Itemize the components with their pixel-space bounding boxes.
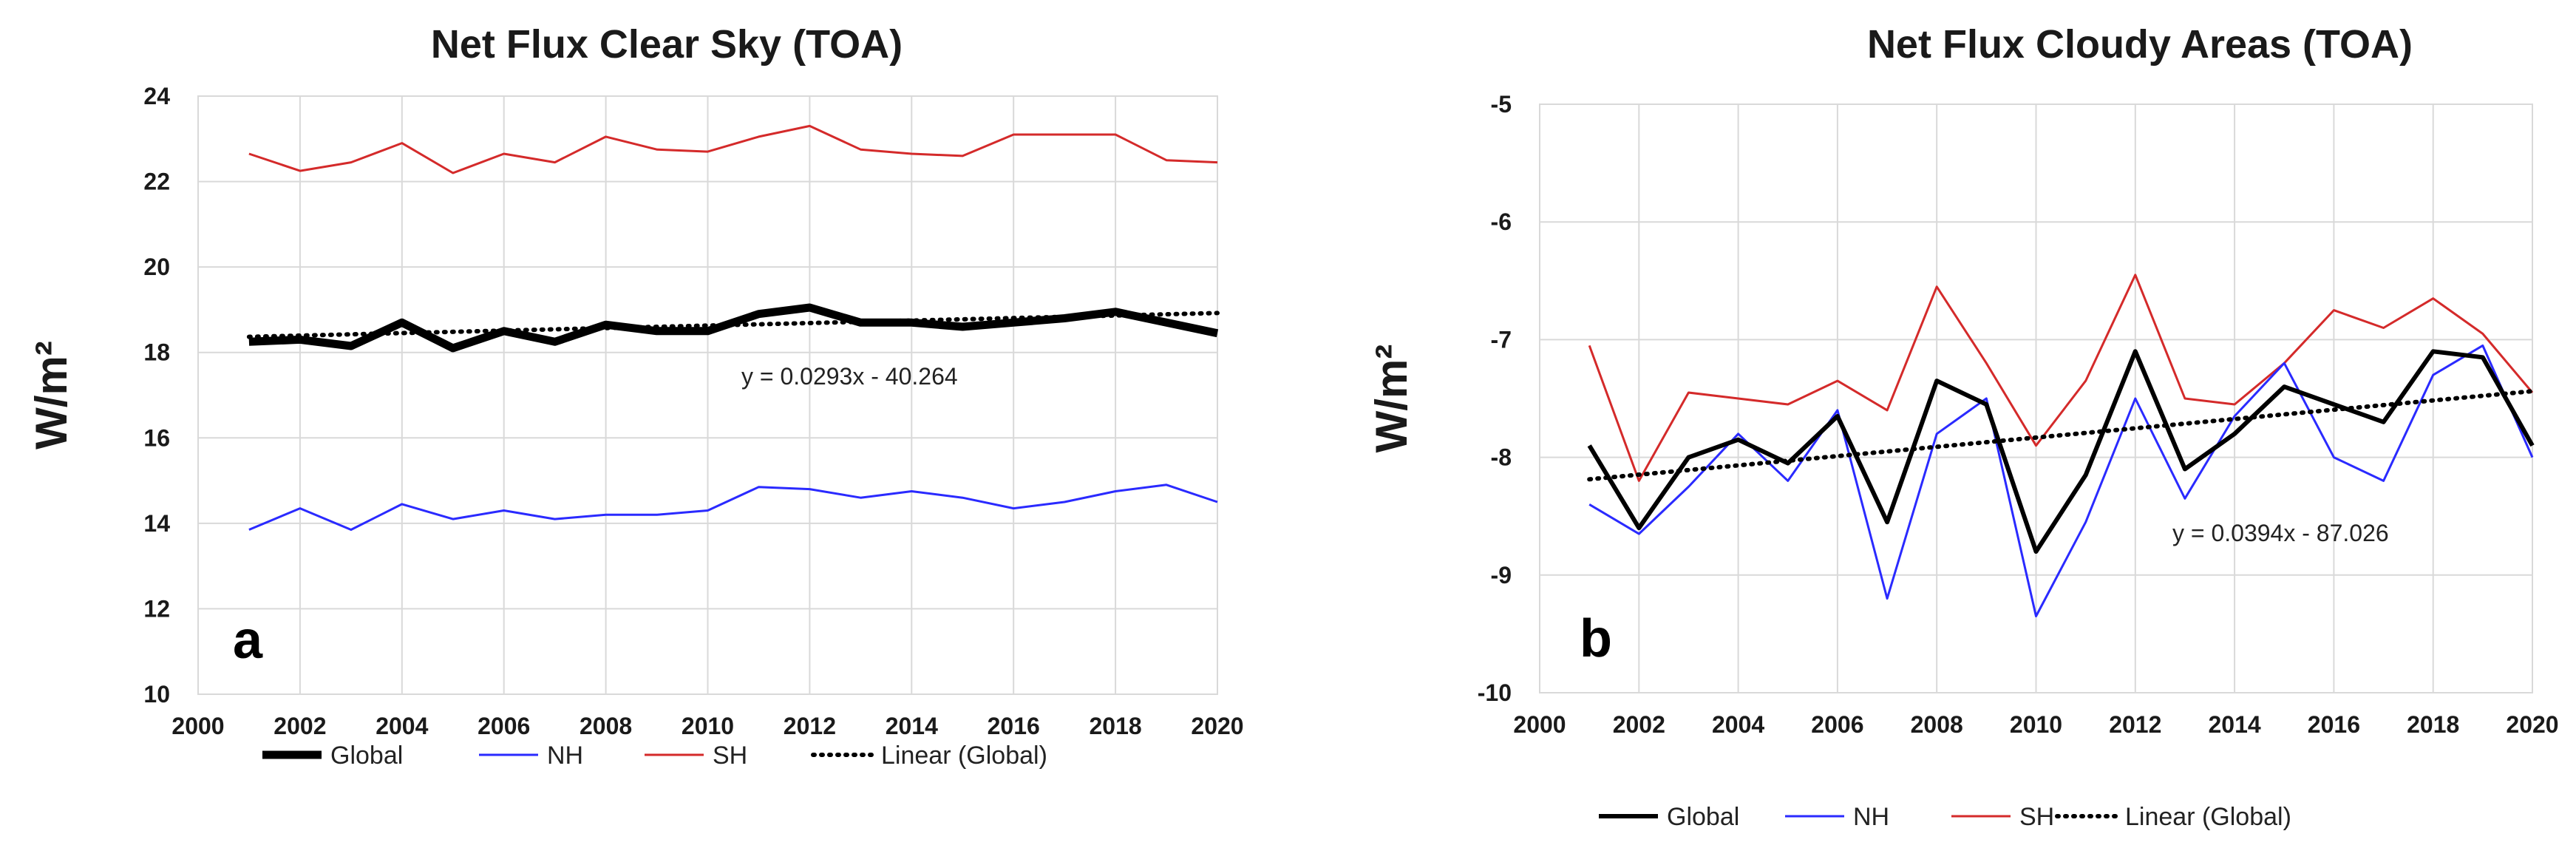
series-line-sh [1588, 274, 2534, 482]
y-tick-label: -6 [1491, 208, 1512, 235]
y-tick-label: 22 [143, 169, 170, 195]
x-tick-label: 2004 [1712, 711, 1764, 738]
x-tick-label: 2006 [1811, 711, 1863, 738]
trend-equation: y = 0.0394x - 87.026 [2172, 520, 2389, 546]
legend-label: SH [2019, 803, 2054, 831]
y-tick-label: 18 [143, 339, 170, 366]
y-tick-label: 24 [143, 83, 170, 109]
legend-label: NH [547, 742, 583, 770]
y-tick-label: -9 [1491, 562, 1512, 588]
y-axis-label: W/m² [27, 341, 76, 450]
y-tick-label: 14 [143, 510, 170, 537]
y-tick-label: -10 [1478, 679, 1512, 706]
y-tick-label: 12 [143, 595, 170, 622]
legend: Global NH SH Linear (Global) [262, 742, 1047, 770]
x-tick-label: 2002 [1613, 711, 1665, 738]
x-tick-label: 2020 [1191, 713, 1243, 739]
y-tick-label: 20 [143, 254, 170, 280]
x-tick-label: 2000 [1513, 711, 1566, 738]
series-line-nh [248, 484, 1218, 531]
legend: Global NH SH Linear (Global) [1599, 803, 2291, 831]
x-tick-label: 2014 [886, 713, 938, 739]
x-tick-label: 2012 [784, 713, 836, 739]
plot-area-frame [1539, 104, 2533, 693]
legend-label: Global [330, 742, 403, 770]
panel-label: b [1580, 609, 1612, 668]
legend-label: Linear (Global) [881, 742, 1047, 770]
x-tick-label: 2016 [2308, 711, 2360, 738]
x-tick-label: 2010 [2010, 711, 2062, 738]
trend-equation: y = 0.0293x - 40.264 [741, 363, 958, 390]
panel-label: a [233, 611, 263, 670]
x-tick-label: 2008 [1911, 711, 1963, 738]
y-tick-label: -7 [1491, 326, 1512, 353]
legend-label: Linear (Global) [2125, 803, 2291, 831]
series-line-sh [248, 124, 1218, 174]
chart-title: Net Flux Cloudy Areas (TOA) [1867, 22, 2413, 67]
series-line-global [1587, 349, 2535, 554]
series-line-linear-global [246, 311, 1220, 339]
x-tick-label: 2018 [1090, 713, 1142, 739]
x-tick-label: 2020 [2506, 711, 2558, 738]
y-tick-label: -8 [1491, 444, 1512, 471]
chart-panel-b: Net Flux Cloudy Areas (TOA) W/m² 2000 2002 2… [1367, 22, 2559, 831]
x-tick-label: 2012 [2109, 711, 2161, 738]
legend-label: SH [713, 742, 747, 770]
chart-panel-a: Net Flux Clear Sky (TOA) W/m² 2000 2002 2004… [27, 22, 1244, 770]
x-tick-label: 2016 [988, 713, 1040, 739]
x-tick-label: 2014 [2209, 711, 2261, 738]
x-tick-label: 2000 [171, 713, 224, 739]
plot-area-frame [197, 95, 1218, 695]
x-tick-label: 2002 [273, 713, 326, 739]
x-tick-label: 2018 [2407, 711, 2459, 738]
x-tick-label: 2008 [580, 713, 632, 739]
y-tick-label: 10 [143, 681, 170, 708]
y-axis-label: W/m² [1367, 345, 1416, 453]
chart-title: Net Flux Clear Sky (TOA) [431, 22, 903, 67]
legend-label: NH [1853, 803, 1889, 831]
y-tick-label: -5 [1491, 91, 1512, 118]
legend-label: Global [1667, 803, 1739, 831]
y-tick-label: 16 [143, 424, 170, 451]
series-line-global [248, 303, 1219, 353]
x-tick-label: 2004 [375, 713, 428, 739]
series-line-linear-global [1587, 389, 2535, 482]
x-tick-label: 2006 [478, 713, 530, 739]
x-tick-label: 2010 [682, 713, 734, 739]
